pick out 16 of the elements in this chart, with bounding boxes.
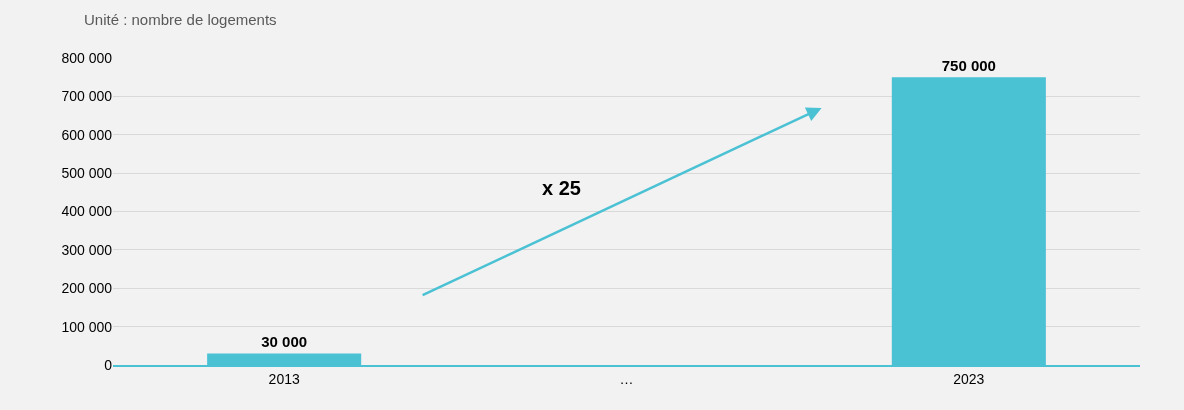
y-tick-label: 200 000 bbox=[61, 280, 113, 297]
data-label: 750 000 bbox=[941, 57, 996, 75]
y-tick-label: 800 000 bbox=[61, 49, 113, 66]
y-tick-label: 600 000 bbox=[61, 126, 113, 143]
y-tick-label: 500 000 bbox=[61, 165, 113, 182]
y-tick-label: 300 000 bbox=[61, 241, 113, 258]
y-tick-label: 100 000 bbox=[61, 318, 113, 335]
x-tick-label: … bbox=[619, 370, 634, 387]
y-tick-label: 0 bbox=[104, 356, 113, 373]
y-tick-label: 700 000 bbox=[61, 88, 113, 105]
x-tick-label: 2013 bbox=[268, 370, 300, 387]
data-label: 30 000 bbox=[261, 333, 308, 351]
x-tick-label: 2023 bbox=[953, 370, 985, 387]
y-tick-label: 400 000 bbox=[61, 203, 113, 220]
annotation: x 25 bbox=[542, 177, 581, 199]
chart-subtitle: Unité : nombre de logements bbox=[84, 11, 277, 28]
